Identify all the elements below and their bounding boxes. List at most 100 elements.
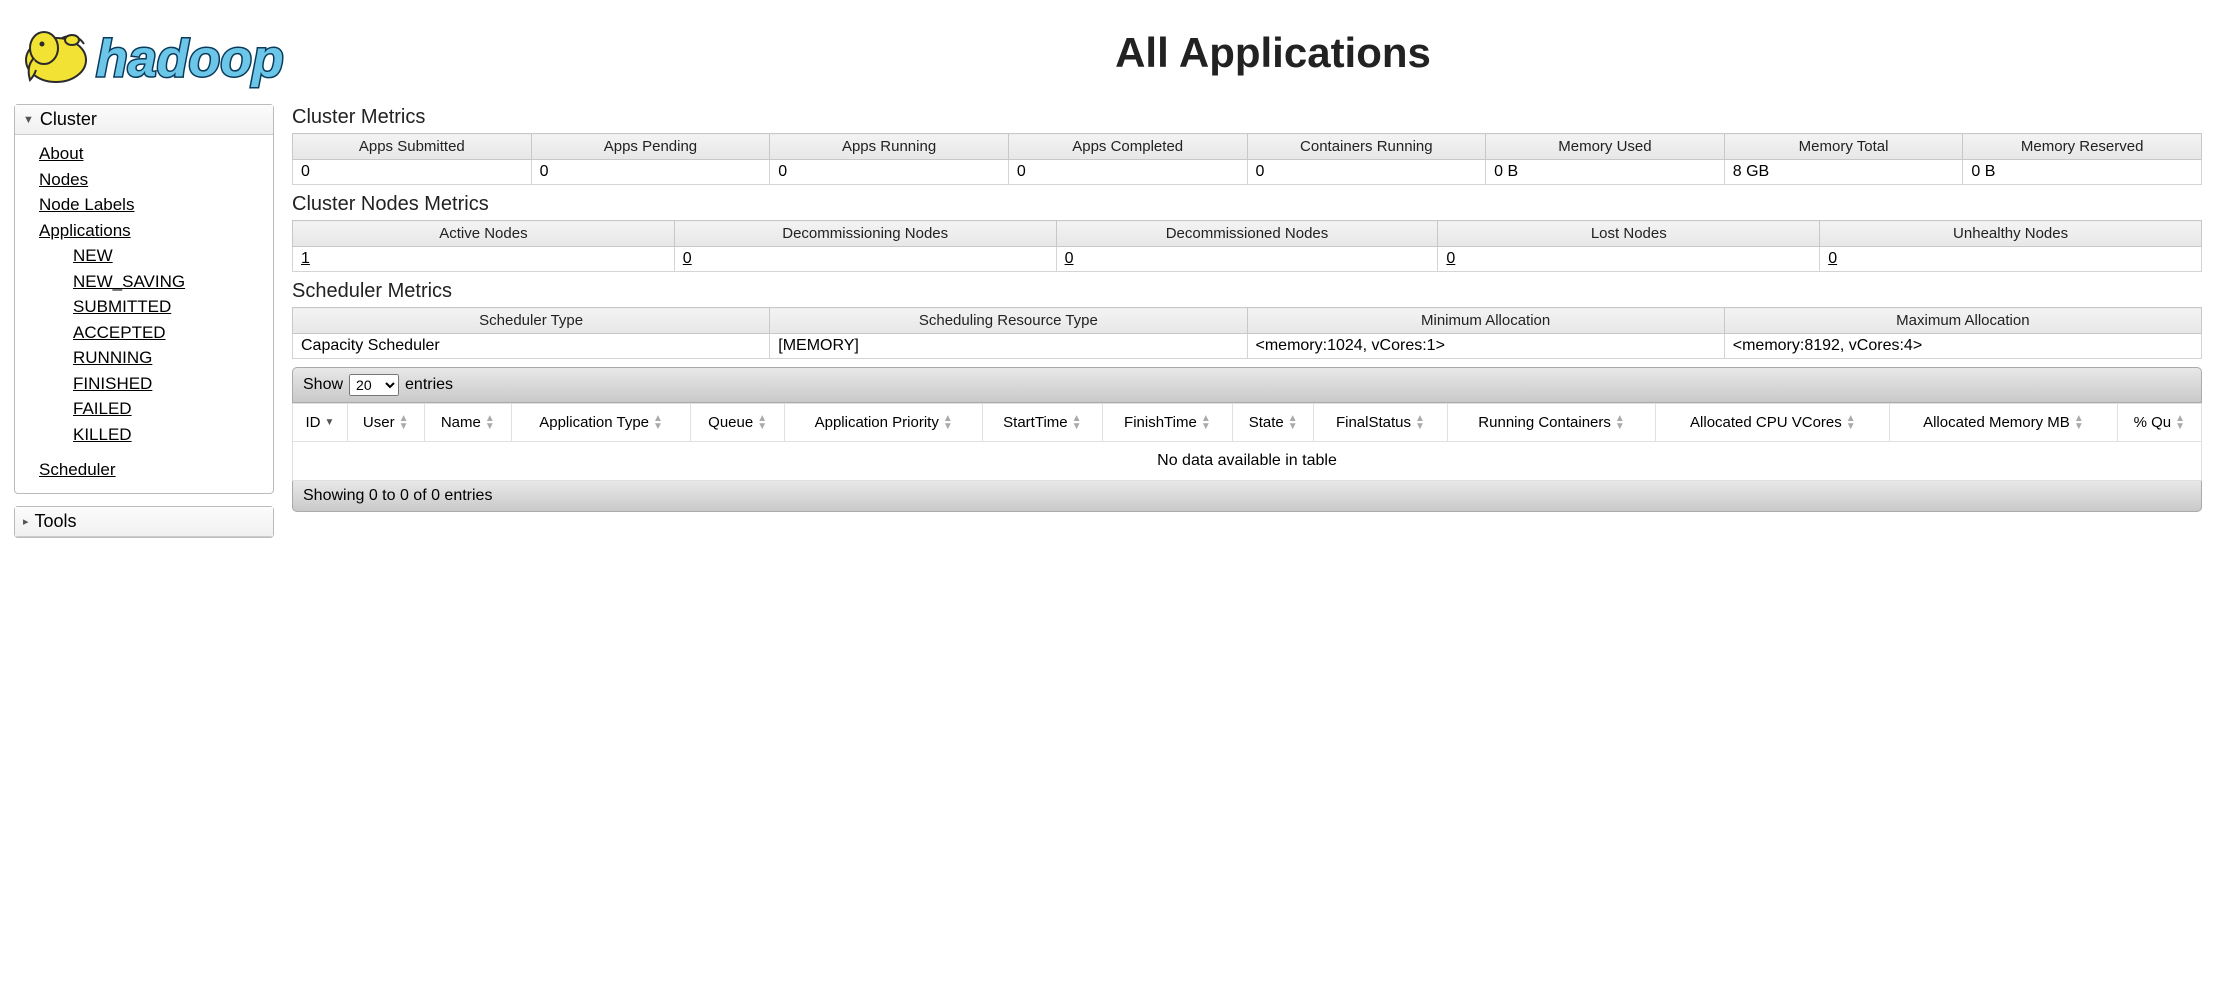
metric-header: Scheduling Resource Type xyxy=(770,308,1247,334)
sort-icon: ▲▼ xyxy=(757,415,767,431)
apps-column-header[interactable]: Allocated CPU VCores▲▼ xyxy=(1656,404,1890,442)
sort-icon: ▲▼ xyxy=(1615,415,1625,431)
metric-header: Unhealthy Nodes xyxy=(1820,221,2202,247)
sidebar-link-scheduler[interactable]: Scheduler xyxy=(39,457,265,483)
metric-header: Memory Reserved xyxy=(1963,134,2202,160)
apps-column-header[interactable]: ID▼ xyxy=(293,404,348,442)
sidebar-link-applications[interactable]: Applications xyxy=(39,218,265,244)
apps-empty-row: No data available in table xyxy=(293,442,2202,481)
section-title-cluster-metrics: Cluster Metrics xyxy=(292,106,2202,129)
layout: ▼ Cluster About Nodes Node Labels Applic… xyxy=(14,104,2202,550)
metric-header: Maximum Allocation xyxy=(1724,308,2201,334)
metric-header: Apps Running xyxy=(770,134,1009,160)
header: hadoop All Applications xyxy=(14,10,2202,96)
sidebar-title-cluster: Cluster xyxy=(40,109,97,130)
hadoop-logo: hadoop xyxy=(14,10,324,96)
apps-column-header[interactable]: Application Type▲▼ xyxy=(512,404,691,442)
metric-value: [MEMORY] xyxy=(770,334,1247,359)
metric-header: Scheduler Type xyxy=(293,308,770,334)
sidebar: ▼ Cluster About Nodes Node Labels Applic… xyxy=(14,104,274,550)
metric-header: Minimum Allocation xyxy=(1247,308,1724,334)
apps-column-header[interactable]: Allocated Memory MB▲▼ xyxy=(1890,404,2117,442)
apps-column-header[interactable]: FinishTime▲▼ xyxy=(1102,404,1233,442)
apps-column-header[interactable]: FinalStatus▲▼ xyxy=(1314,404,1447,442)
sidebar-link-killed[interactable]: KILLED xyxy=(73,422,265,448)
metric-value: 0 xyxy=(1247,160,1486,185)
cluster-metrics-table: Apps SubmittedApps PendingApps RunningAp… xyxy=(292,133,2202,185)
metric-header: Apps Submitted xyxy=(293,134,532,160)
sidebar-title-tools: Tools xyxy=(35,511,77,532)
metric-value: <memory:8192, vCores:4> xyxy=(1724,334,2201,359)
show-label-pre: Show xyxy=(303,376,343,394)
metric-header: Apps Pending xyxy=(531,134,770,160)
sort-icon: ▲▼ xyxy=(1288,415,1298,431)
datatable-footer: Showing 0 to 0 of 0 entries xyxy=(292,481,2202,512)
apps-column-header[interactable]: User▲▼ xyxy=(347,404,424,442)
sidebar-link-accepted[interactable]: ACCEPTED xyxy=(73,320,265,346)
cluster-nodes-metrics-table: Active NodesDecommissioning NodesDecommi… xyxy=(292,220,2202,272)
metric-header: Active Nodes xyxy=(293,221,675,247)
apps-column-header[interactable]: Queue▲▼ xyxy=(691,404,785,442)
sort-icon: ▲▼ xyxy=(485,415,495,431)
sort-icon: ▲▼ xyxy=(2074,415,2084,431)
sidebar-link-running[interactable]: RUNNING xyxy=(73,345,265,371)
datatable-toolbar: Show 102050100 entries xyxy=(292,367,2202,403)
metric-value: 0 B xyxy=(1486,160,1725,185)
metric-header: Containers Running xyxy=(1247,134,1486,160)
metric-value: 8 GB xyxy=(1724,160,1963,185)
metric-value[interactable]: 1 xyxy=(293,247,675,272)
sidebar-link-submitted[interactable]: SUBMITTED xyxy=(73,294,265,320)
apps-column-header[interactable]: Running Containers▲▼ xyxy=(1447,404,1656,442)
sidebar-link-about[interactable]: About xyxy=(39,141,265,167)
sidebar-link-new-saving[interactable]: NEW_SAVING xyxy=(73,269,265,295)
section-title-scheduler-metrics: Scheduler Metrics xyxy=(292,280,2202,303)
sort-icon: ▲▼ xyxy=(1201,415,1211,431)
metric-header: Decommissioned Nodes xyxy=(1056,221,1438,247)
metric-header: Apps Completed xyxy=(1008,134,1247,160)
expand-icon: ▸ xyxy=(23,515,29,528)
sort-icon: ▲▼ xyxy=(1415,415,1425,431)
svg-text:hadoop: hadoop xyxy=(96,30,284,88)
sidebar-header-cluster[interactable]: ▼ Cluster xyxy=(15,105,273,135)
sidebar-link-nodes[interactable]: Nodes xyxy=(39,167,265,193)
apps-column-header[interactable]: Application Priority▲▼ xyxy=(785,404,983,442)
metric-value[interactable]: 0 xyxy=(1438,247,1820,272)
sidebar-link-new[interactable]: NEW xyxy=(73,243,265,269)
metric-value: 0 xyxy=(1008,160,1247,185)
metric-value: Capacity Scheduler xyxy=(293,334,770,359)
hadoop-logo-svg: hadoop xyxy=(14,10,324,96)
sidebar-link-finished[interactable]: FINISHED xyxy=(73,371,265,397)
metric-value[interactable]: 0 xyxy=(674,247,1056,272)
metric-value: 0 B xyxy=(1963,160,2202,185)
metric-header: Decommissioning Nodes xyxy=(674,221,1056,247)
sort-icon: ▼ xyxy=(324,419,334,427)
sort-icon: ▲▼ xyxy=(653,415,663,431)
sidebar-link-failed[interactable]: FAILED xyxy=(73,396,265,422)
scheduler-metrics-table: Scheduler TypeScheduling Resource TypeMi… xyxy=(292,307,2202,359)
sidebar-link-node-labels[interactable]: Node Labels xyxy=(39,192,265,218)
metric-header: Lost Nodes xyxy=(1438,221,1820,247)
apps-column-header[interactable]: StartTime▲▼ xyxy=(983,404,1103,442)
metric-value: <memory:1024, vCores:1> xyxy=(1247,334,1724,359)
metric-value[interactable]: 0 xyxy=(1056,247,1438,272)
sort-icon: ▲▼ xyxy=(943,415,953,431)
metric-header: Memory Total xyxy=(1724,134,1963,160)
sort-icon: ▲▼ xyxy=(2175,415,2185,431)
apps-column-header[interactable]: % Qu▲▼ xyxy=(2117,404,2201,442)
page-title: All Applications xyxy=(344,29,2202,77)
apps-column-header[interactable]: Name▲▼ xyxy=(424,404,512,442)
sort-icon: ▲▼ xyxy=(399,415,409,431)
sidebar-panel-cluster: ▼ Cluster About Nodes Node Labels Applic… xyxy=(14,104,274,494)
sidebar-app-states: NEW NEW_SAVING SUBMITTED ACCEPTED RUNNIN… xyxy=(39,243,265,447)
applications-table: ID▼User▲▼Name▲▼Application Type▲▼Queue▲▼… xyxy=(292,403,2202,481)
sidebar-header-tools[interactable]: ▸ Tools xyxy=(15,507,273,537)
metric-value: 0 xyxy=(770,160,1009,185)
section-title-cluster-nodes-metrics: Cluster Nodes Metrics xyxy=(292,193,2202,216)
sort-icon: ▲▼ xyxy=(1072,415,1082,431)
metric-value[interactable]: 0 xyxy=(1820,247,2202,272)
show-label-post: entries xyxy=(405,376,453,394)
apps-column-header[interactable]: State▲▼ xyxy=(1233,404,1314,442)
collapse-icon: ▼ xyxy=(23,114,34,126)
page-size-select[interactable]: 102050100 xyxy=(349,374,399,396)
metric-value: 0 xyxy=(293,160,532,185)
